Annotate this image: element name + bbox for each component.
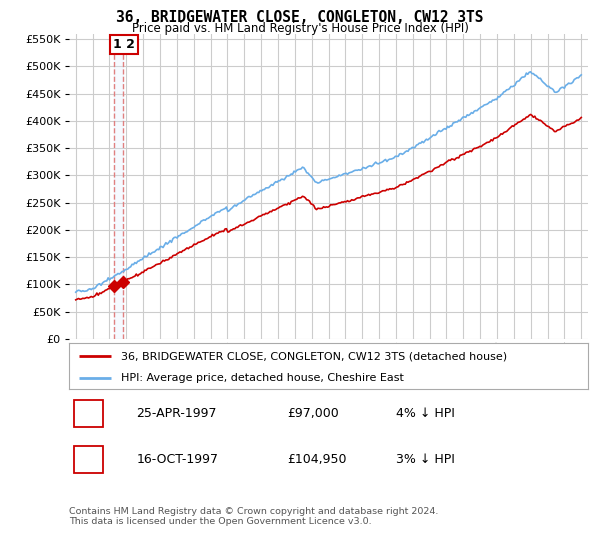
Bar	[114, 34, 122, 339]
Text: 1: 1	[84, 407, 93, 421]
Text: 25-APR-1997: 25-APR-1997	[136, 407, 217, 421]
Text: 3% ↓ HPI: 3% ↓ HPI	[396, 453, 455, 466]
FancyBboxPatch shape	[74, 400, 103, 427]
Text: 16-OCT-1997: 16-OCT-1997	[136, 453, 218, 466]
Text: 4% ↓ HPI: 4% ↓ HPI	[396, 407, 455, 421]
Text: £97,000: £97,000	[287, 407, 339, 421]
Text: 1 2: 1 2	[113, 38, 135, 51]
Text: Price paid vs. HM Land Registry's House Price Index (HPI): Price paid vs. HM Land Registry's House …	[131, 22, 469, 35]
Text: 2: 2	[84, 453, 93, 466]
Text: HPI: Average price, detached house, Cheshire East: HPI: Average price, detached house, Ches…	[121, 373, 404, 382]
Text: Contains HM Land Registry data © Crown copyright and database right 2024.
This d: Contains HM Land Registry data © Crown c…	[69, 507, 439, 526]
FancyBboxPatch shape	[74, 446, 103, 473]
Text: £104,950: £104,950	[287, 453, 346, 466]
Text: 36, BRIDGEWATER CLOSE, CONGLETON, CW12 3TS (detached house): 36, BRIDGEWATER CLOSE, CONGLETON, CW12 3…	[121, 351, 507, 361]
Text: 36, BRIDGEWATER CLOSE, CONGLETON, CW12 3TS: 36, BRIDGEWATER CLOSE, CONGLETON, CW12 3…	[116, 10, 484, 25]
